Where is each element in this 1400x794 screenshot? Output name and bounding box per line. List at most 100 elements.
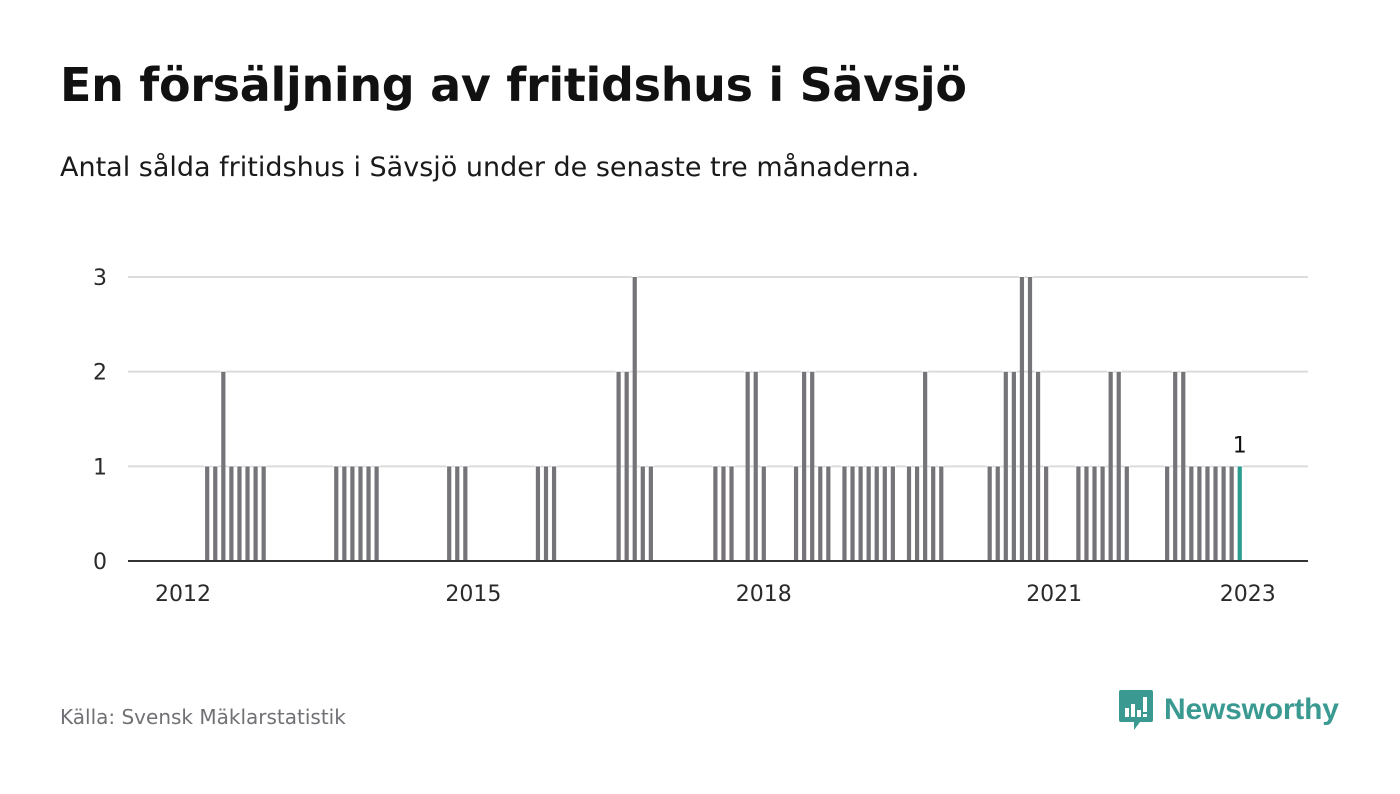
bar-cap <box>809 368 816 372</box>
y-tick-label: 0 <box>93 550 107 575</box>
bar-cap <box>1115 368 1122 372</box>
bar-cap <box>1083 463 1090 467</box>
bar <box>213 466 218 561</box>
bar <box>914 466 920 561</box>
bar-cap <box>1034 368 1042 372</box>
bar-cap <box>228 463 235 467</box>
bar-cap <box>534 463 542 467</box>
bar-cap <box>1228 463 1235 467</box>
bar <box>1084 466 1089 561</box>
bar <box>1011 371 1016 561</box>
bar-cap <box>922 368 929 372</box>
bar <box>463 466 468 561</box>
bar-cap <box>542 463 550 467</box>
bar <box>931 466 936 561</box>
bar <box>1108 371 1113 561</box>
bar-cap <box>720 463 727 467</box>
bar <box>1124 466 1129 561</box>
bar <box>1092 466 1097 561</box>
bar <box>729 466 734 561</box>
bar-cap <box>550 463 558 467</box>
bar-cap <box>986 463 993 467</box>
bar <box>826 466 831 561</box>
bar <box>1213 466 1218 561</box>
bar <box>245 466 250 561</box>
y-tick-label: 1 <box>93 455 107 480</box>
bar-cap <box>446 463 453 467</box>
bar <box>205 466 210 561</box>
bar-cap <box>373 463 380 467</box>
bar <box>713 466 718 561</box>
y-tick-labels: 0 1 2 3 <box>93 266 107 575</box>
bar-cap <box>1026 274 1034 277</box>
bar-cap <box>631 274 638 277</box>
bar-cap <box>212 463 219 467</box>
bar <box>866 466 871 561</box>
bar-cap <box>1123 463 1130 467</box>
bar-cap <box>881 463 888 467</box>
bar-cap <box>994 463 1001 467</box>
x-tick-label: 2012 <box>155 582 211 607</box>
bar <box>1019 277 1025 561</box>
bar-cap <box>760 463 767 467</box>
bar-cap <box>1002 368 1009 372</box>
bar-cap <box>752 368 759 372</box>
bar-cap <box>1196 463 1203 467</box>
bar <box>923 371 928 561</box>
highlight-bar <box>1237 466 1242 561</box>
bar <box>761 466 766 561</box>
bar <box>1044 466 1049 561</box>
bar <box>1076 466 1081 561</box>
bar-cap <box>639 463 646 467</box>
bar <box>987 466 992 561</box>
bar-cap <box>1043 463 1050 467</box>
y-tick-label: 2 <box>93 361 107 386</box>
brand-logo: Newsworthy <box>1118 688 1339 732</box>
bar-cap <box>204 463 211 467</box>
bar <box>624 371 629 561</box>
bar <box>358 466 363 561</box>
bar <box>455 466 460 561</box>
bar <box>793 466 799 561</box>
bar <box>1189 466 1194 561</box>
source-note: Källa: Svensk Mäklarstatistik <box>60 705 346 729</box>
bar <box>745 371 750 561</box>
brand-name: Newsworthy <box>1164 693 1339 726</box>
bar <box>350 466 355 561</box>
bar <box>890 466 895 561</box>
grid-lines <box>128 276 1308 468</box>
bar-cap <box>244 463 251 467</box>
bar-cap <box>889 463 896 467</box>
bar-cap <box>792 463 800 467</box>
y-tick-label: 3 <box>93 266 107 291</box>
bar-cap <box>615 368 622 372</box>
bar <box>1027 277 1033 561</box>
bar <box>366 466 371 561</box>
bar <box>1221 466 1226 561</box>
bar-cap <box>841 463 848 467</box>
bar-cap <box>357 463 364 467</box>
bar <box>721 466 726 561</box>
bar <box>1173 371 1178 561</box>
bar-cap <box>341 463 348 467</box>
bar-cap <box>333 463 340 467</box>
bar <box>229 466 234 561</box>
chart-title: En försäljning av fritidshus i Sävsjö <box>60 58 967 112</box>
data-labels: 1 <box>1233 433 1247 458</box>
bar-cap <box>647 463 654 467</box>
bar-cap <box>1172 368 1179 372</box>
bar-cap <box>1075 463 1082 467</box>
bar <box>616 371 621 561</box>
bar <box>842 466 847 561</box>
bar-cap <box>825 463 832 467</box>
chart-subtitle: Antal sålda fritidshus i Sävsjö under de… <box>60 152 920 183</box>
bar <box>1116 371 1121 561</box>
bar-cap <box>1164 463 1171 467</box>
bars <box>204 274 1243 561</box>
bar-cap <box>1107 368 1114 372</box>
bar <box>221 371 226 561</box>
x-tick-label: 2021 <box>1026 582 1082 607</box>
x-tick-label: 2023 <box>1220 582 1276 607</box>
bar-cap <box>252 463 259 467</box>
bar-cap <box>905 463 913 467</box>
